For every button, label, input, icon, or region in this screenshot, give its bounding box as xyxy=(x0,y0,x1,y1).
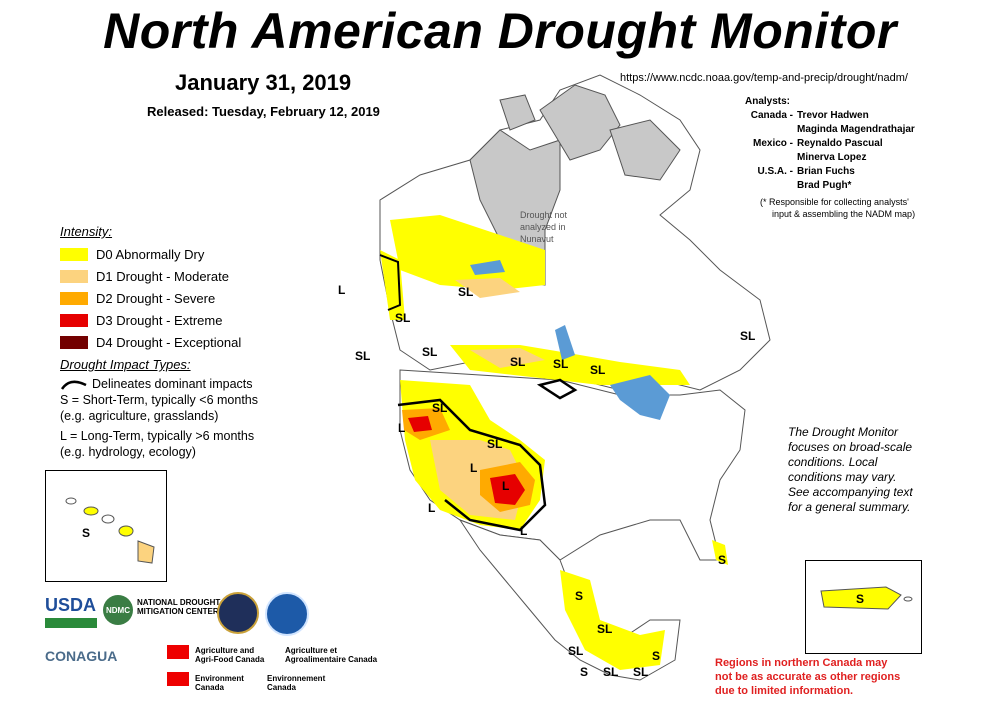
delineation-line-icon xyxy=(60,380,87,390)
swatch-d0 xyxy=(60,247,88,261)
impact-label: S xyxy=(652,649,660,663)
analyst-row: Mexico - Reynaldo Pascual xyxy=(752,138,883,149)
legend-item: D0 Abnormally Dry xyxy=(60,243,360,265)
impact-label: SL xyxy=(432,401,447,415)
impact-label: SL xyxy=(458,285,473,299)
ndmc-logo: NDMC xyxy=(103,595,133,625)
analysts-heading: Analysts: xyxy=(745,96,791,107)
impact-label: SL xyxy=(510,355,525,369)
impact-label: SL xyxy=(422,345,437,359)
d1-area-prairies xyxy=(455,278,520,298)
impact-label: S xyxy=(580,665,588,679)
legend-item: D3 Drought - Extreme xyxy=(60,309,360,331)
impact-line-pacific xyxy=(379,254,402,311)
impact-label: S xyxy=(575,589,583,603)
release-date: Released: Tuesday, February 12, 2019 xyxy=(147,104,380,119)
impact-label: SL xyxy=(590,363,605,377)
analysts-block: Analysts: Canada - Trevor Hadwen Maginda … xyxy=(735,95,915,193)
arctic-island xyxy=(499,94,536,131)
analyst-note: (* Responsible for collecting analysts' … xyxy=(760,197,916,219)
aafc-text: Agriculture and Agri-Food Canada xyxy=(195,646,265,664)
d3-area-fourcorners xyxy=(490,474,525,505)
analyst-row: Maginda Magendrathajar xyxy=(797,124,915,135)
impact-line-west xyxy=(397,398,547,532)
ec-fr-text: Environnement Canada xyxy=(267,674,326,692)
puerto-rico-inset: S xyxy=(805,560,922,654)
analyst-row: Canada - Trevor Hadwen xyxy=(750,110,869,121)
impact-label: L xyxy=(428,501,435,515)
short-term-label: S = Short-Term, typically <6 months xyxy=(60,393,258,407)
map-date: January 31, 2019 xyxy=(175,70,352,95)
impact-label: SL xyxy=(487,437,502,451)
usda-logo: USDA xyxy=(45,595,97,635)
arctic-island xyxy=(609,119,681,181)
great-slave-lake xyxy=(470,260,505,275)
impact-heading: Drought Impact Types: xyxy=(60,357,191,372)
nunavut-region xyxy=(469,129,561,286)
ndmc-text: NATIONAL DROUGHT MITIGATION CENTER xyxy=(137,598,221,616)
long-term-label: L = Long-Term, typically >6 months xyxy=(60,429,255,443)
puerto-rico-map: S xyxy=(820,586,913,610)
legend-item: D1 Drought - Moderate xyxy=(60,265,360,287)
analyst-row: U.S.A. - Brian Fuchs xyxy=(757,166,855,177)
aac-text: Agriculture et Agroalimentaire Canada xyxy=(285,646,378,664)
analyst-row: Minerva Lopez xyxy=(797,152,867,163)
grey-label-3: Nunavut xyxy=(520,234,554,244)
arctic-island xyxy=(539,84,621,161)
impact-label: S xyxy=(718,553,726,567)
legend-item: D4 Drought - Exceptional xyxy=(60,331,360,353)
d1-area-central xyxy=(470,348,545,368)
d3-area-oregon xyxy=(408,416,432,432)
legend: Intensity: D0 Abnormally Dry D1 Drought … xyxy=(60,224,360,460)
impact-label: SL xyxy=(740,329,755,343)
grey-label-2: analyzed in xyxy=(520,222,566,232)
d0-area-prairies xyxy=(390,215,545,290)
logos-area: USDA NDMC NATIONAL DROUGHT MITIGATION CE… xyxy=(45,590,445,700)
swatch-d3 xyxy=(60,313,88,327)
impact-label: L xyxy=(520,524,527,538)
disclaimer: The Drought Monitor focuses on broad-sca… xyxy=(788,425,913,514)
impact-label: SL xyxy=(597,622,612,636)
canada-flag-icon xyxy=(167,645,189,659)
northern-canada-note: Regions in northern Canada may not be as… xyxy=(715,657,901,697)
north-america-map: Drought not analyzed in Nunavut L SL SL … xyxy=(338,74,771,681)
impact-label: SL xyxy=(395,311,410,325)
impact-label: SL xyxy=(633,665,648,679)
pr-label: S xyxy=(856,592,864,606)
impact-label: L xyxy=(502,479,509,493)
impact-label: SL xyxy=(568,644,583,658)
swatch-d2 xyxy=(60,291,88,305)
impact-label: L xyxy=(470,461,477,475)
long-term-example: (e.g. hydrology, ecology) xyxy=(60,445,196,459)
canada-flag-icon xyxy=(167,672,189,686)
hawaii-inset: S xyxy=(45,470,167,582)
conagua-logo: CONAGUA xyxy=(45,648,118,664)
impact-label: SL xyxy=(553,357,568,371)
impact-label: L xyxy=(398,421,405,435)
legend-item: D2 Drought - Severe xyxy=(60,287,360,309)
grey-label-1: Drought not xyxy=(520,210,568,220)
swatch-d4 xyxy=(60,335,88,349)
hawaii-label: S xyxy=(82,526,90,540)
d0-area-florida xyxy=(712,540,728,565)
impact-label: L xyxy=(338,283,345,297)
hawaii-map: S xyxy=(65,497,155,564)
ec-text: Environment Canada xyxy=(195,674,244,692)
commerce-seal xyxy=(217,592,259,634)
delineates-item: Delineates dominant impacts xyxy=(60,376,360,392)
source-url[interactable]: https://www.ncdc.noaa.gov/temp-and-preci… xyxy=(620,72,908,84)
short-term-example: (e.g. agriculture, grasslands) xyxy=(60,409,219,423)
impact-label: SL xyxy=(603,665,618,679)
intensity-heading: Intensity: xyxy=(60,224,113,239)
impact-label: SL xyxy=(355,349,370,363)
great-lakes xyxy=(610,375,670,420)
analyst-row: Brad Pugh* xyxy=(797,180,852,191)
impact-line-manitoba xyxy=(536,378,578,400)
noaa-logo xyxy=(265,592,309,636)
lake-winnipeg xyxy=(555,325,575,360)
swatch-d1 xyxy=(60,269,88,283)
d0-area-mexico xyxy=(560,570,665,670)
map-title: North American Drought Monitor xyxy=(103,3,897,59)
